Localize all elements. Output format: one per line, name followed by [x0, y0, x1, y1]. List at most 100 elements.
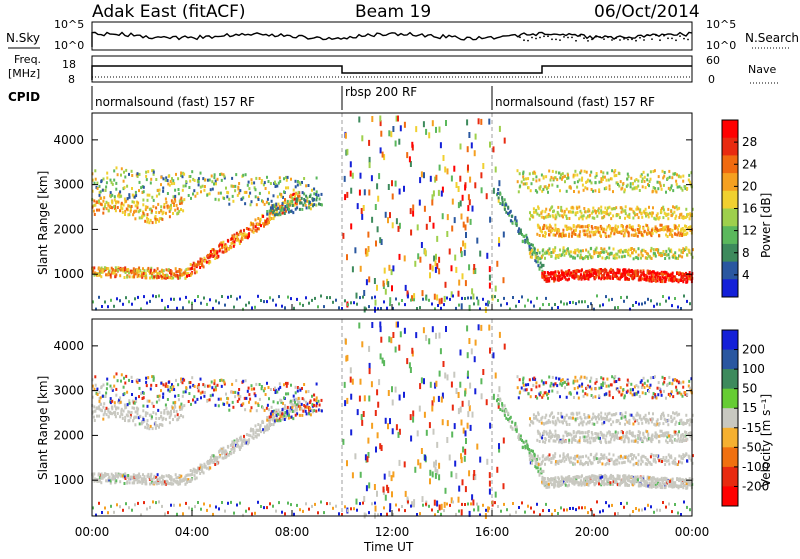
nsearch-point	[683, 38, 685, 40]
data-cell	[189, 386, 191, 389]
data-cell	[464, 185, 466, 191]
data-cell	[344, 176, 346, 182]
data-cell	[160, 210, 162, 213]
data-cell	[194, 265, 196, 268]
data-cell	[223, 175, 225, 178]
data-cell	[241, 444, 243, 447]
nave-label: Nave	[748, 63, 776, 76]
data-cell	[109, 412, 111, 415]
data-cell	[244, 438, 246, 441]
data-cell	[198, 389, 200, 392]
data-cell	[315, 198, 317, 201]
data-cell	[302, 510, 304, 513]
data-cell	[667, 235, 669, 238]
data-cell	[279, 176, 281, 179]
data-cell	[105, 189, 107, 192]
data-cell	[489, 481, 491, 487]
data-cell	[137, 296, 139, 299]
data-cell	[227, 397, 229, 400]
data-cell	[515, 511, 517, 514]
data-cell	[149, 414, 151, 417]
data-cell	[368, 396, 370, 402]
data-cell	[641, 277, 643, 280]
data-cell	[528, 242, 530, 245]
data-cell	[600, 206, 602, 209]
data-cell	[548, 483, 550, 486]
data-cell	[575, 480, 577, 483]
data-cell	[388, 390, 390, 396]
data-cell	[131, 380, 133, 383]
data-cell	[278, 203, 280, 206]
data-cell	[570, 228, 572, 231]
freq-unit-label: [MHz]	[8, 67, 40, 80]
data-cell	[248, 393, 250, 396]
data-cell	[485, 509, 487, 512]
data-cell	[342, 233, 344, 239]
data-cell	[541, 230, 543, 233]
data-cell	[661, 207, 663, 210]
data-cell	[210, 394, 212, 397]
data-cell	[106, 413, 108, 416]
data-cell	[458, 497, 460, 503]
data-cell	[221, 385, 223, 388]
data-cell	[525, 440, 527, 443]
data-cell	[495, 373, 497, 379]
data-cell	[203, 265, 205, 268]
data-cell	[129, 402, 131, 405]
data-cell	[446, 297, 448, 300]
data-cell	[238, 388, 240, 391]
data-cell	[266, 300, 268, 303]
data-cell	[550, 271, 552, 274]
data-cell	[631, 208, 633, 211]
data-cell	[121, 373, 123, 376]
data-cell	[449, 249, 451, 255]
data-cell	[232, 391, 234, 394]
nsearch-point	[535, 38, 537, 40]
data-cell	[243, 229, 245, 232]
data-cell	[432, 471, 434, 477]
data-cell	[582, 249, 584, 252]
data-cell	[603, 248, 605, 251]
data-cell	[170, 204, 172, 207]
data-cell	[318, 194, 320, 197]
data-cell	[595, 181, 597, 184]
data-cell	[598, 181, 600, 184]
data-cell	[667, 217, 669, 220]
nsearch-point	[531, 37, 533, 39]
data-cell	[113, 169, 115, 172]
data-cell	[196, 470, 198, 473]
data-cell	[563, 246, 565, 249]
data-cell	[93, 199, 95, 202]
data-cell	[283, 396, 285, 399]
data-cell	[248, 440, 250, 443]
data-cell	[561, 214, 563, 217]
data-cell	[436, 236, 438, 242]
data-cell	[641, 180, 643, 183]
data-cell	[225, 245, 227, 248]
data-cell	[587, 251, 589, 254]
data-cell	[313, 394, 315, 397]
data-cell	[424, 455, 426, 461]
data-cell	[359, 502, 361, 505]
data-cell	[280, 193, 282, 196]
data-cell	[131, 174, 133, 177]
data-cell	[176, 274, 178, 277]
data-cell	[103, 384, 105, 387]
data-cell	[360, 266, 362, 272]
data-cell	[124, 213, 126, 216]
data-cell	[471, 348, 473, 354]
data-cell	[663, 250, 665, 253]
data-cell	[499, 193, 501, 196]
data-cell	[245, 191, 247, 194]
data-cell	[622, 225, 624, 228]
data-cell	[145, 272, 147, 275]
data-cell	[235, 379, 237, 382]
data-cell	[618, 185, 620, 188]
data-cell	[279, 213, 281, 216]
data-cell	[443, 155, 445, 161]
data-cell	[596, 251, 598, 254]
data-cell	[522, 240, 524, 243]
data-cell	[219, 455, 221, 458]
data-cell	[648, 184, 650, 187]
data-cell	[587, 511, 589, 514]
